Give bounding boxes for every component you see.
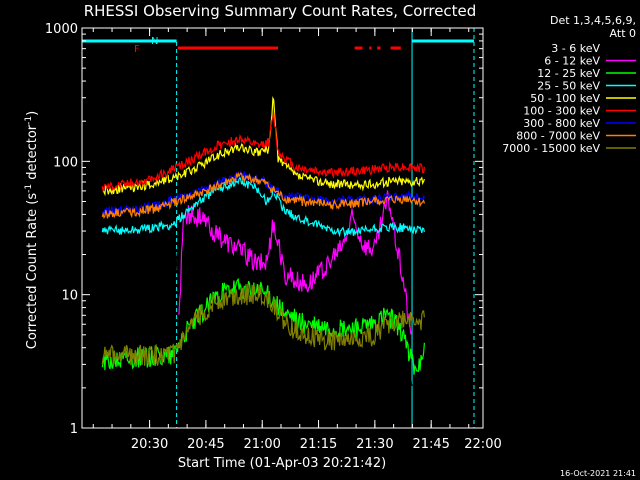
attenuator-label: Att 0 — [610, 27, 636, 40]
series-line — [101, 176, 425, 238]
legend-label: 3 - 6 keV — [551, 42, 600, 55]
series-line — [101, 169, 425, 218]
series-line — [178, 190, 412, 335]
flare-flag-letter: F — [134, 44, 140, 55]
series-line — [101, 190, 425, 410]
y-tick-label: 100 — [53, 155, 78, 170]
legend-label: 300 - 800 keV — [523, 117, 600, 130]
night-flag-letter: N — [151, 36, 158, 47]
y-axis-label-part: detector — [25, 124, 40, 184]
legend-label: 800 - 7000 keV — [516, 130, 600, 143]
x-tick-label: 20:45 — [187, 437, 224, 452]
y-axis-label-part: ) — [25, 111, 40, 116]
x-tick-label: 21:00 — [243, 437, 280, 452]
x-axis: 20:30 20:45 21:00 21:15 21:30 21:45 22:00 — [92, 28, 502, 452]
y-axis-label-part: Corrected Count Rate (s — [25, 193, 40, 350]
y-axis-label: Corrected Count Rate (s-1 detector-1) — [24, 111, 40, 349]
legend-label: 12 - 25 keV — [537, 67, 600, 80]
y-axis-label-superscript: -1 — [24, 184, 34, 193]
x-tick-label: 21:15 — [300, 437, 337, 452]
y-tick-label: 1000 — [45, 22, 78, 37]
y-tick-label: 1 — [70, 422, 78, 437]
chart-title: RHESSI Observing Summary Count Rates, Co… — [84, 2, 477, 20]
y-axis: 1 10 100 1000 — [45, 22, 483, 437]
plot-area: FN — [82, 28, 475, 428]
legend-label: 100 - 300 keV — [523, 105, 600, 118]
series-line — [101, 171, 425, 220]
series-line — [101, 96, 425, 197]
series-line — [101, 112, 425, 193]
x-tick-label: 20:30 — [131, 437, 168, 452]
x-tick-label: 21:30 — [356, 437, 393, 452]
detectors-label: Det 1,3,4,5,6,9, — [550, 14, 636, 27]
legend-label: 50 - 100 keV — [530, 92, 600, 105]
series-line — [101, 283, 425, 367]
legend-label: 7000 - 15000 keV — [502, 142, 600, 155]
y-axis-label-superscript: -1 — [24, 116, 34, 125]
timestamp: 16-Oct-2021 21:41 — [560, 469, 636, 478]
legend-label: 25 - 50 keV — [537, 80, 600, 93]
x-tick-label: 22:00 — [464, 437, 501, 452]
y-tick-label: 10 — [61, 289, 78, 304]
x-axis-label: Start Time (01-Apr-03 20:21:42) — [178, 456, 386, 471]
legend-label: 6 - 12 keV — [544, 55, 600, 68]
plot-frame — [81, 27, 484, 429]
x-tick-label: 21:45 — [412, 437, 449, 452]
